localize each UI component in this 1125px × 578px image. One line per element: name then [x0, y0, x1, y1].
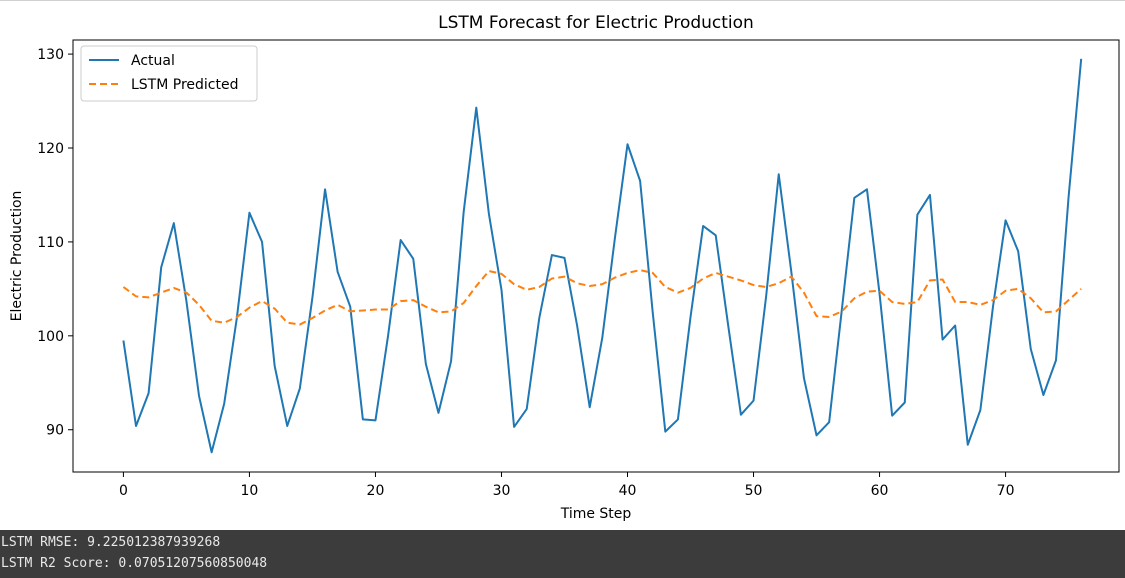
x-tick-label: 20 — [367, 483, 385, 499]
x-tick-label: 70 — [997, 483, 1015, 499]
actual-series-line — [122, 58, 1083, 454]
legend-predicted-label: LSTM Predicted — [131, 77, 239, 93]
predicted-series-line — [122, 269, 1082, 326]
x-tick-label: 30 — [493, 483, 511, 499]
x-tick-label: 0 — [119, 483, 128, 499]
y-axis-label: Electric Production — [9, 191, 25, 322]
legend: Actual LSTM Predicted — [80, 45, 258, 102]
line-chart: LSTM Forecast for Electric Production 90… — [9, 13, 1120, 522]
y-tick-label: 90 — [46, 423, 64, 439]
legend-actual-label: Actual — [131, 53, 175, 69]
y-tick-label: 130 — [37, 47, 64, 63]
rmse-output-line: LSTM RMSE: 9.225012387939268 — [1, 535, 221, 550]
x-tick-label: 10 — [241, 483, 259, 499]
x-tick-label: 50 — [745, 483, 763, 499]
x-tick-label: 60 — [871, 483, 889, 499]
chart-area: LSTM Forecast for Electric Production 90… — [0, 0, 1125, 522]
y-tick-label: 100 — [37, 329, 64, 345]
y-tick-label: 110 — [37, 235, 64, 251]
plot-frame — [72, 39, 1120, 473]
y-tick-label: 120 — [37, 141, 64, 157]
x-tick-label: 40 — [619, 483, 637, 499]
legend-box — [80, 45, 258, 102]
x-axis-label: Time Step — [560, 506, 632, 522]
console-output: LSTM RMSE: 9.225012387939268 LSTM R2 Sco… — [0, 530, 1125, 578]
chart-title: LSTM Forecast for Electric Production — [438, 13, 754, 33]
r2-output-line: LSTM R2 Score: 0.07051207560850048 — [1, 556, 268, 571]
